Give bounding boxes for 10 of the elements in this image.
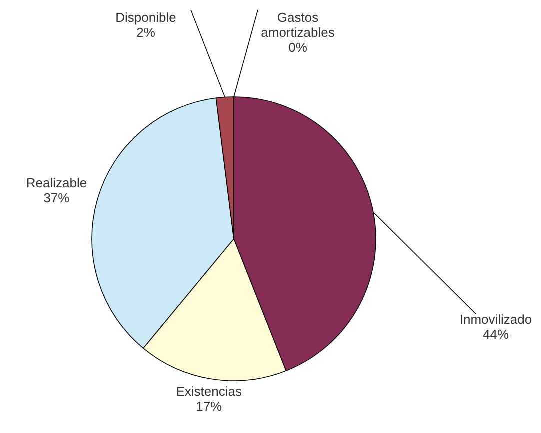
data-label: 44%	[482, 327, 510, 342]
slice-label: Realizable	[26, 176, 88, 190]
text: 0%	[288, 40, 308, 55]
slice-label: Disponible	[116, 10, 176, 25]
slice-label: Inmovilizado	[460, 312, 532, 327]
category-label: Gastos amortizables	[261, 10, 335, 40]
slice-label: Existencias	[176, 384, 242, 400]
data-label: 17%	[196, 399, 223, 414]
data-label: 37%	[44, 190, 70, 206]
data-label: 2%	[136, 25, 156, 40]
